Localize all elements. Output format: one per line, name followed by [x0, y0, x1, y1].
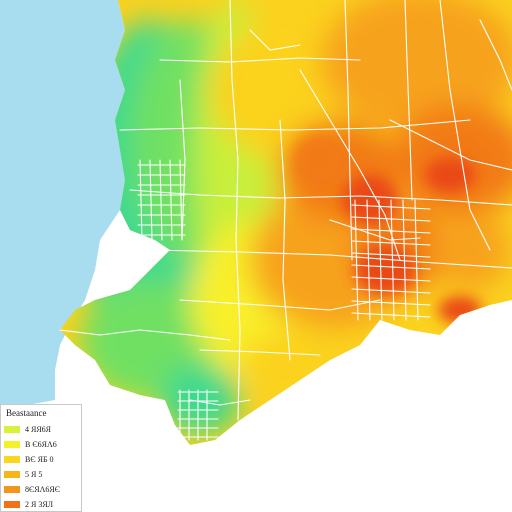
road [389, 119, 512, 171]
road [159, 159, 163, 241]
road [351, 216, 431, 222]
road [159, 57, 361, 63]
road [179, 79, 186, 241]
road [344, 0, 353, 261]
road [149, 249, 512, 269]
road [479, 19, 512, 91]
legend-label: Β Є6ЯΛ6 [25, 440, 57, 449]
sea [0, 0, 125, 410]
road [378, 199, 383, 321]
road [351, 312, 431, 318]
road [390, 199, 395, 321]
road [279, 119, 291, 361]
legend-label: 8ЄЯΛ6ЯЄ [25, 485, 61, 494]
legend-swatch [4, 456, 20, 463]
road [149, 159, 153, 241]
road [329, 219, 421, 241]
road-network [59, 0, 512, 441]
legend-item: Β Є6ЯΛ6 [4, 437, 78, 452]
road [199, 349, 321, 356]
road [439, 0, 491, 251]
legend-label: 2 Я 3ЯЛ [25, 500, 54, 509]
road [351, 228, 431, 234]
road [354, 199, 359, 321]
legend-label: 5 Я 5 [25, 470, 43, 479]
road [129, 189, 512, 206]
legend-item: 5 Я 5 [4, 467, 78, 482]
road [351, 204, 431, 210]
road [179, 159, 183, 241]
road [351, 300, 431, 306]
road [366, 199, 371, 321]
legend-item: 2 Я 3ЯЛ [4, 497, 78, 512]
road [179, 299, 381, 311]
road [299, 69, 401, 261]
legend-label: 4 ЯЯ6Я [25, 425, 52, 434]
road [351, 264, 431, 270]
legend-swatch [4, 426, 20, 433]
road [351, 240, 431, 246]
legend-item: 8ЄЯΛ6ЯЄ [4, 482, 78, 497]
legend-label: ВЄ ЯБ 0 [25, 455, 54, 464]
road [351, 288, 431, 294]
road [169, 159, 173, 241]
legend-item: 4 ЯЯ6Я [4, 422, 78, 437]
road [404, 0, 413, 201]
legend-swatch [4, 501, 20, 508]
road [249, 29, 301, 51]
legend-swatch [4, 486, 20, 493]
road [229, 0, 241, 421]
road [351, 252, 431, 258]
legend-swatch [4, 441, 20, 448]
road [119, 119, 471, 131]
legend: Beastaance 4 ЯЯ6Я Β Є6ЯΛ6 ВЄ ЯБ 0 5 Я 5 8ЄЯΛ… [0, 404, 82, 512]
road [59, 329, 141, 336]
road [139, 159, 143, 241]
road [351, 276, 431, 282]
legend-item: ВЄ ЯБ 0 [4, 452, 78, 467]
legend-swatch [4, 471, 20, 478]
legend-title: Beastaance [6, 408, 47, 418]
road [189, 399, 251, 406]
road [139, 329, 231, 341]
